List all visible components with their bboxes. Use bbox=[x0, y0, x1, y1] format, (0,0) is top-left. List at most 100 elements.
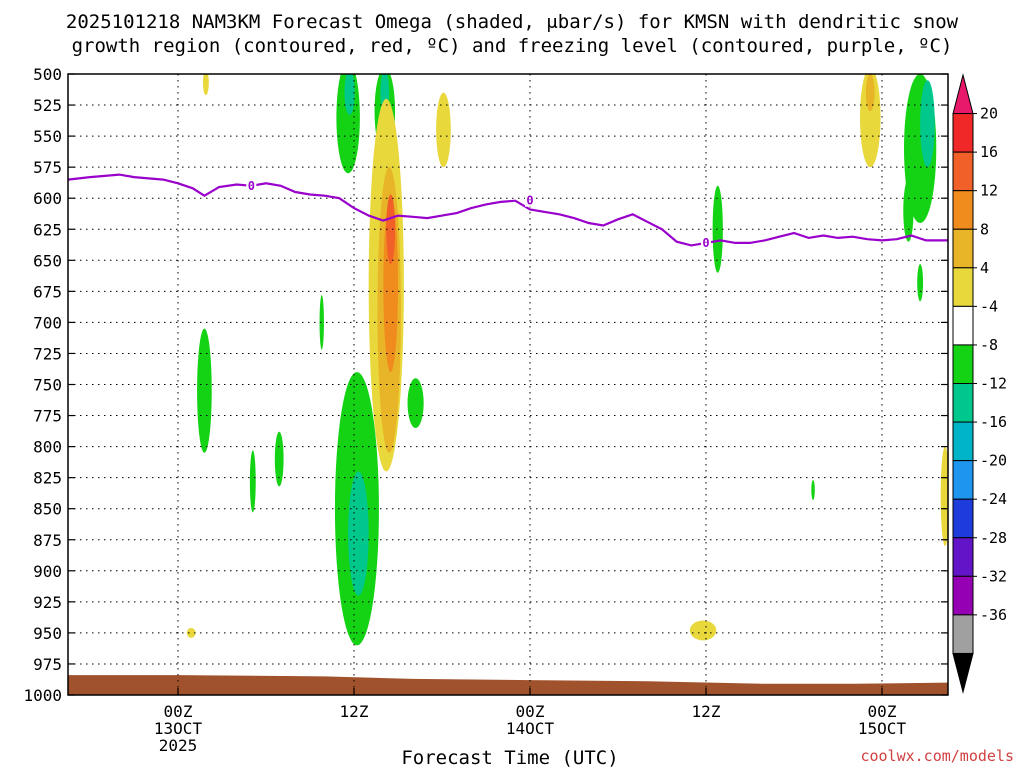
colorbar-bin-5 bbox=[952, 267, 974, 307]
y-tick-label-875: 875 bbox=[33, 531, 62, 550]
colorbar-label-9: -20 bbox=[980, 452, 1007, 470]
freezing-label-bg-0 bbox=[246, 178, 257, 192]
colorbar-bin-15 bbox=[952, 652, 974, 694]
y-tick-label-500: 500 bbox=[33, 65, 62, 84]
freezing-level-contour: 0 0 0 bbox=[68, 173, 948, 250]
omega-region-25 bbox=[917, 264, 924, 302]
x-axis-title: Forecast Time (UTC) bbox=[401, 747, 618, 768]
y-tick-label-525: 525 bbox=[33, 96, 62, 115]
colorbar-bin-8 bbox=[952, 383, 974, 423]
colorbar-bin-9 bbox=[952, 421, 974, 462]
colorbar-bin-6 bbox=[952, 305, 974, 346]
colorbar-bin-10 bbox=[952, 460, 974, 500]
y-tick-label-900: 900 bbox=[33, 562, 62, 581]
y-tick-label-550: 550 bbox=[33, 127, 62, 146]
y-tick-label-750: 750 bbox=[33, 376, 62, 395]
omega-region-13 bbox=[319, 295, 324, 350]
omega-region-24 bbox=[903, 179, 914, 242]
x-tick-label-0-2: 2025 bbox=[159, 736, 198, 755]
colorbar-label-6: -8 bbox=[980, 336, 998, 354]
colorbar-label-8: -16 bbox=[980, 413, 1007, 431]
colorbar-bin-12 bbox=[952, 537, 974, 577]
x-tick-label-0-1: 13OCT bbox=[154, 719, 203, 738]
omega-region-27 bbox=[940, 446, 948, 546]
chart-title-line1: 2025101218 NAM3KM Forecast Omega (shaded… bbox=[66, 11, 959, 33]
omega-region-19 bbox=[186, 627, 196, 638]
y-tick-label-575: 575 bbox=[33, 158, 62, 177]
credit-text: coolwx.com/models bbox=[860, 747, 1014, 765]
y-tick-label-1000: 1000 bbox=[23, 686, 62, 705]
x-tick-label-48-1: 15OCT bbox=[858, 719, 907, 738]
omega-region-15 bbox=[436, 92, 451, 168]
y-tick-label-625: 625 bbox=[33, 220, 62, 239]
x-tick-label-24-1: 14OCT bbox=[506, 719, 555, 738]
omega-region-23 bbox=[920, 80, 935, 168]
colorbar-bin-4 bbox=[952, 228, 974, 269]
colorbar-label-3: 8 bbox=[980, 220, 989, 238]
terrain-layer bbox=[68, 675, 948, 695]
colorbar-label-0: 20 bbox=[980, 105, 998, 123]
colorbar-label-12: -32 bbox=[980, 567, 1007, 585]
omega-region-9 bbox=[348, 471, 369, 596]
y-tick-label-650: 650 bbox=[33, 251, 62, 270]
colorbar-label-10: -24 bbox=[980, 490, 1007, 508]
colorbar-bin-7 bbox=[952, 344, 974, 384]
colorbar-bin-0 bbox=[952, 73, 974, 115]
y-tick-label-950: 950 bbox=[33, 624, 62, 643]
colorbar-bin-14 bbox=[952, 614, 974, 654]
freezing-label-1: 0 bbox=[526, 194, 533, 208]
omega-shaded-regions bbox=[186, 74, 948, 646]
omega-region-11 bbox=[274, 431, 284, 487]
y-tick-label-675: 675 bbox=[33, 282, 62, 301]
x-tick-label-36-0: 12Z bbox=[692, 702, 721, 721]
colorbar-bin-13 bbox=[952, 575, 974, 616]
colorbar-label-13: -36 bbox=[980, 606, 1007, 624]
colorbar-label-7: -12 bbox=[980, 375, 1007, 393]
omega-region-7 bbox=[386, 194, 396, 265]
omega-region-10 bbox=[197, 328, 212, 453]
omega-region-26 bbox=[811, 480, 815, 501]
omega-region-12 bbox=[249, 450, 256, 513]
omega-region-18 bbox=[689, 620, 717, 641]
omega-region-1 bbox=[344, 74, 355, 115]
omega-region-21 bbox=[865, 74, 875, 112]
grid-lines bbox=[68, 74, 948, 695]
omega-region-20 bbox=[860, 74, 881, 168]
omega-region-16 bbox=[202, 74, 209, 96]
omega-region-14 bbox=[407, 378, 424, 428]
colorbar-bin-2 bbox=[952, 151, 974, 192]
colorbar-label-11: -28 bbox=[980, 529, 1007, 547]
y-tick-label-850: 850 bbox=[33, 500, 62, 519]
y-tick-label-700: 700 bbox=[33, 313, 62, 332]
colorbar-bin-1 bbox=[952, 113, 974, 153]
freezing-label-2: 0 bbox=[702, 236, 709, 250]
x-tick-label-12-0: 12Z bbox=[340, 702, 369, 721]
y-axis: 500 525 550 575 600 625 650 675 700 725 750 775 800 8… bbox=[23, 65, 948, 705]
colorbar-bin-3 bbox=[952, 190, 974, 230]
colorbar-label-5: -4 bbox=[980, 297, 998, 315]
x-tick-label-48-0: 00Z bbox=[868, 702, 897, 721]
y-tick-label-825: 825 bbox=[33, 469, 62, 488]
freezing-label-0: 0 bbox=[248, 179, 255, 193]
colorbar-label-4: 4 bbox=[980, 259, 989, 277]
freezing-label-bg-1 bbox=[525, 193, 535, 207]
x-tick-label-0-0: 00Z bbox=[164, 702, 193, 721]
colorbar-label-2: 12 bbox=[980, 182, 998, 200]
y-tick-label-800: 800 bbox=[33, 438, 62, 457]
colorbar-label-1: 16 bbox=[980, 143, 998, 161]
freezing-level-line bbox=[68, 173, 948, 247]
freezing-label-bg-2 bbox=[701, 235, 711, 249]
y-tick-label-975: 975 bbox=[33, 655, 62, 674]
y-tick-label-775: 775 bbox=[33, 407, 62, 426]
terrain-fill bbox=[68, 675, 948, 695]
omega-region-17 bbox=[712, 185, 723, 273]
y-tick-label-925: 925 bbox=[33, 593, 62, 612]
y-tick-label-725: 725 bbox=[33, 344, 62, 363]
x-tick-label-24-0: 00Z bbox=[516, 702, 545, 721]
y-tick-label-600: 600 bbox=[33, 189, 62, 208]
colorbar-bin-11 bbox=[952, 498, 974, 539]
chart-title-line2: growth region (contoured, red, ºC) and f… bbox=[72, 35, 953, 57]
colorbar: 20 16 12 8 4 -4 -8 -12 -16 -20 -24 -28 -32 -36 bbox=[952, 73, 1007, 694]
